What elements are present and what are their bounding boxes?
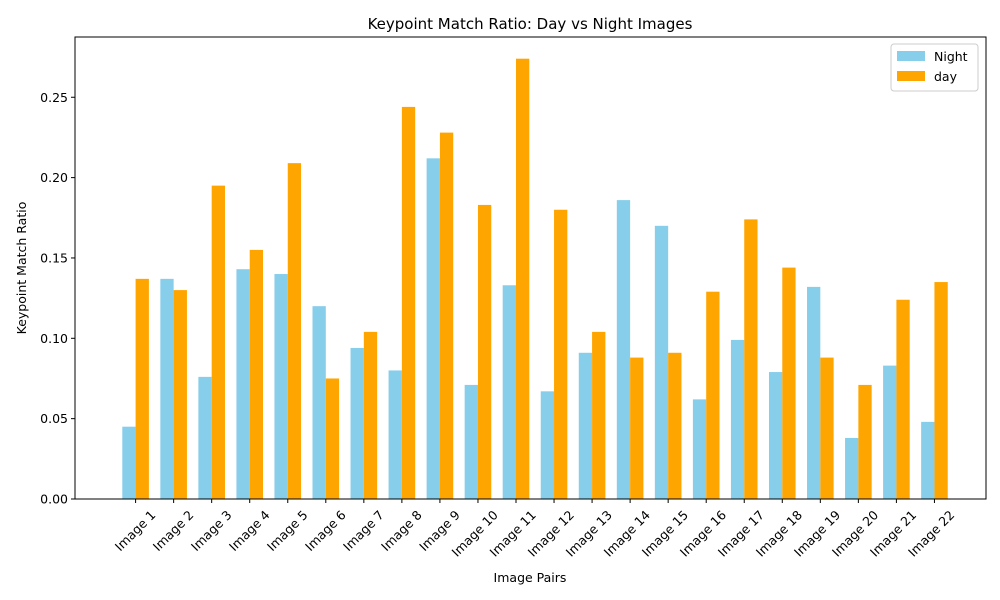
- bar-day-3: [211, 185, 225, 499]
- bar-day-13: [592, 331, 606, 499]
- bar-night-12: [540, 391, 555, 499]
- bar-night-21: [883, 365, 897, 499]
- bar-day-1: [135, 278, 149, 499]
- legend: Night day: [890, 43, 979, 92]
- x-tick-label: Image 7: [340, 507, 387, 554]
- bar-day-2: [173, 290, 187, 499]
- bar-day-10: [477, 204, 492, 499]
- bar-day-5: [287, 163, 302, 499]
- bar-day-22: [934, 282, 948, 499]
- bar-day-17: [744, 219, 758, 499]
- bar-night-9: [426, 158, 440, 499]
- bar-night-1: [122, 426, 136, 499]
- x-axis-label: Image Pairs: [494, 570, 567, 585]
- bar-night-7: [350, 347, 364, 499]
- plot-frame: [74, 36, 987, 500]
- bar-night-11: [502, 285, 516, 499]
- y-tick-label: 0.15: [40, 250, 68, 265]
- y-axis-ticks: 0.00 0.05 0.10 0.15 0.20 0.25: [40, 90, 75, 507]
- bar-night-22: [921, 421, 935, 499]
- bar-day-20: [858, 384, 872, 499]
- legend-label-day: day: [934, 69, 958, 84]
- bar-day-18: [782, 267, 796, 499]
- bar-day-7: [363, 331, 378, 499]
- chart-title: Keypoint Match Ratio: Day vs Night Image…: [368, 15, 693, 33]
- bar-night-3: [198, 376, 212, 499]
- legend-swatch-day: [897, 71, 925, 81]
- bar-night-2: [160, 278, 174, 499]
- x-tick-label: Image 1: [112, 507, 159, 554]
- y-tick-label: 0.05: [40, 411, 68, 426]
- legend-swatch-night: [897, 51, 925, 61]
- x-tick-label: Image 6: [302, 507, 349, 554]
- bar-night-10: [464, 384, 478, 499]
- bar-day-16: [706, 291, 720, 499]
- bar-day-11: [516, 58, 530, 499]
- bars-layer: [122, 58, 948, 500]
- bar-day-9: [439, 132, 454, 500]
- bar-night-13: [578, 352, 593, 499]
- bar-day-19: [820, 357, 834, 499]
- bar-night-18: [768, 372, 783, 499]
- bar-night-5: [274, 274, 288, 499]
- y-tick-label: 0.20: [40, 170, 68, 185]
- bar-night-14: [616, 200, 631, 500]
- bar-day-8: [401, 106, 416, 500]
- x-tick-label: Image 4: [226, 507, 273, 554]
- bar-night-16: [692, 399, 707, 499]
- y-tick-label: 0.10: [40, 331, 68, 346]
- bar-night-8: [388, 370, 402, 499]
- bar-night-15: [654, 225, 669, 499]
- x-tick-label: Image 5: [264, 507, 311, 554]
- y-axis-label: Keypoint Match Ratio: [14, 202, 29, 335]
- bar-day-12: [554, 209, 568, 499]
- bar-night-6: [312, 306, 326, 499]
- bar-night-17: [730, 339, 745, 499]
- bar-night-20: [845, 437, 859, 499]
- bar-night-19: [807, 286, 821, 499]
- bar-night-4: [236, 269, 250, 499]
- bar-day-14: [630, 357, 644, 499]
- legend-label-night: Night: [934, 49, 968, 64]
- x-tick-label: Image 2: [150, 507, 197, 554]
- y-tick-label: 0.25: [40, 90, 68, 105]
- x-tick-label: Image 3: [188, 507, 235, 554]
- y-tick-label: 0.00: [40, 492, 68, 507]
- bar-day-15: [668, 352, 682, 499]
- bar-day-21: [896, 299, 910, 499]
- bar-day-4: [249, 249, 264, 499]
- x-tick-label: Image 8: [378, 507, 425, 554]
- bar-day-6: [325, 378, 340, 499]
